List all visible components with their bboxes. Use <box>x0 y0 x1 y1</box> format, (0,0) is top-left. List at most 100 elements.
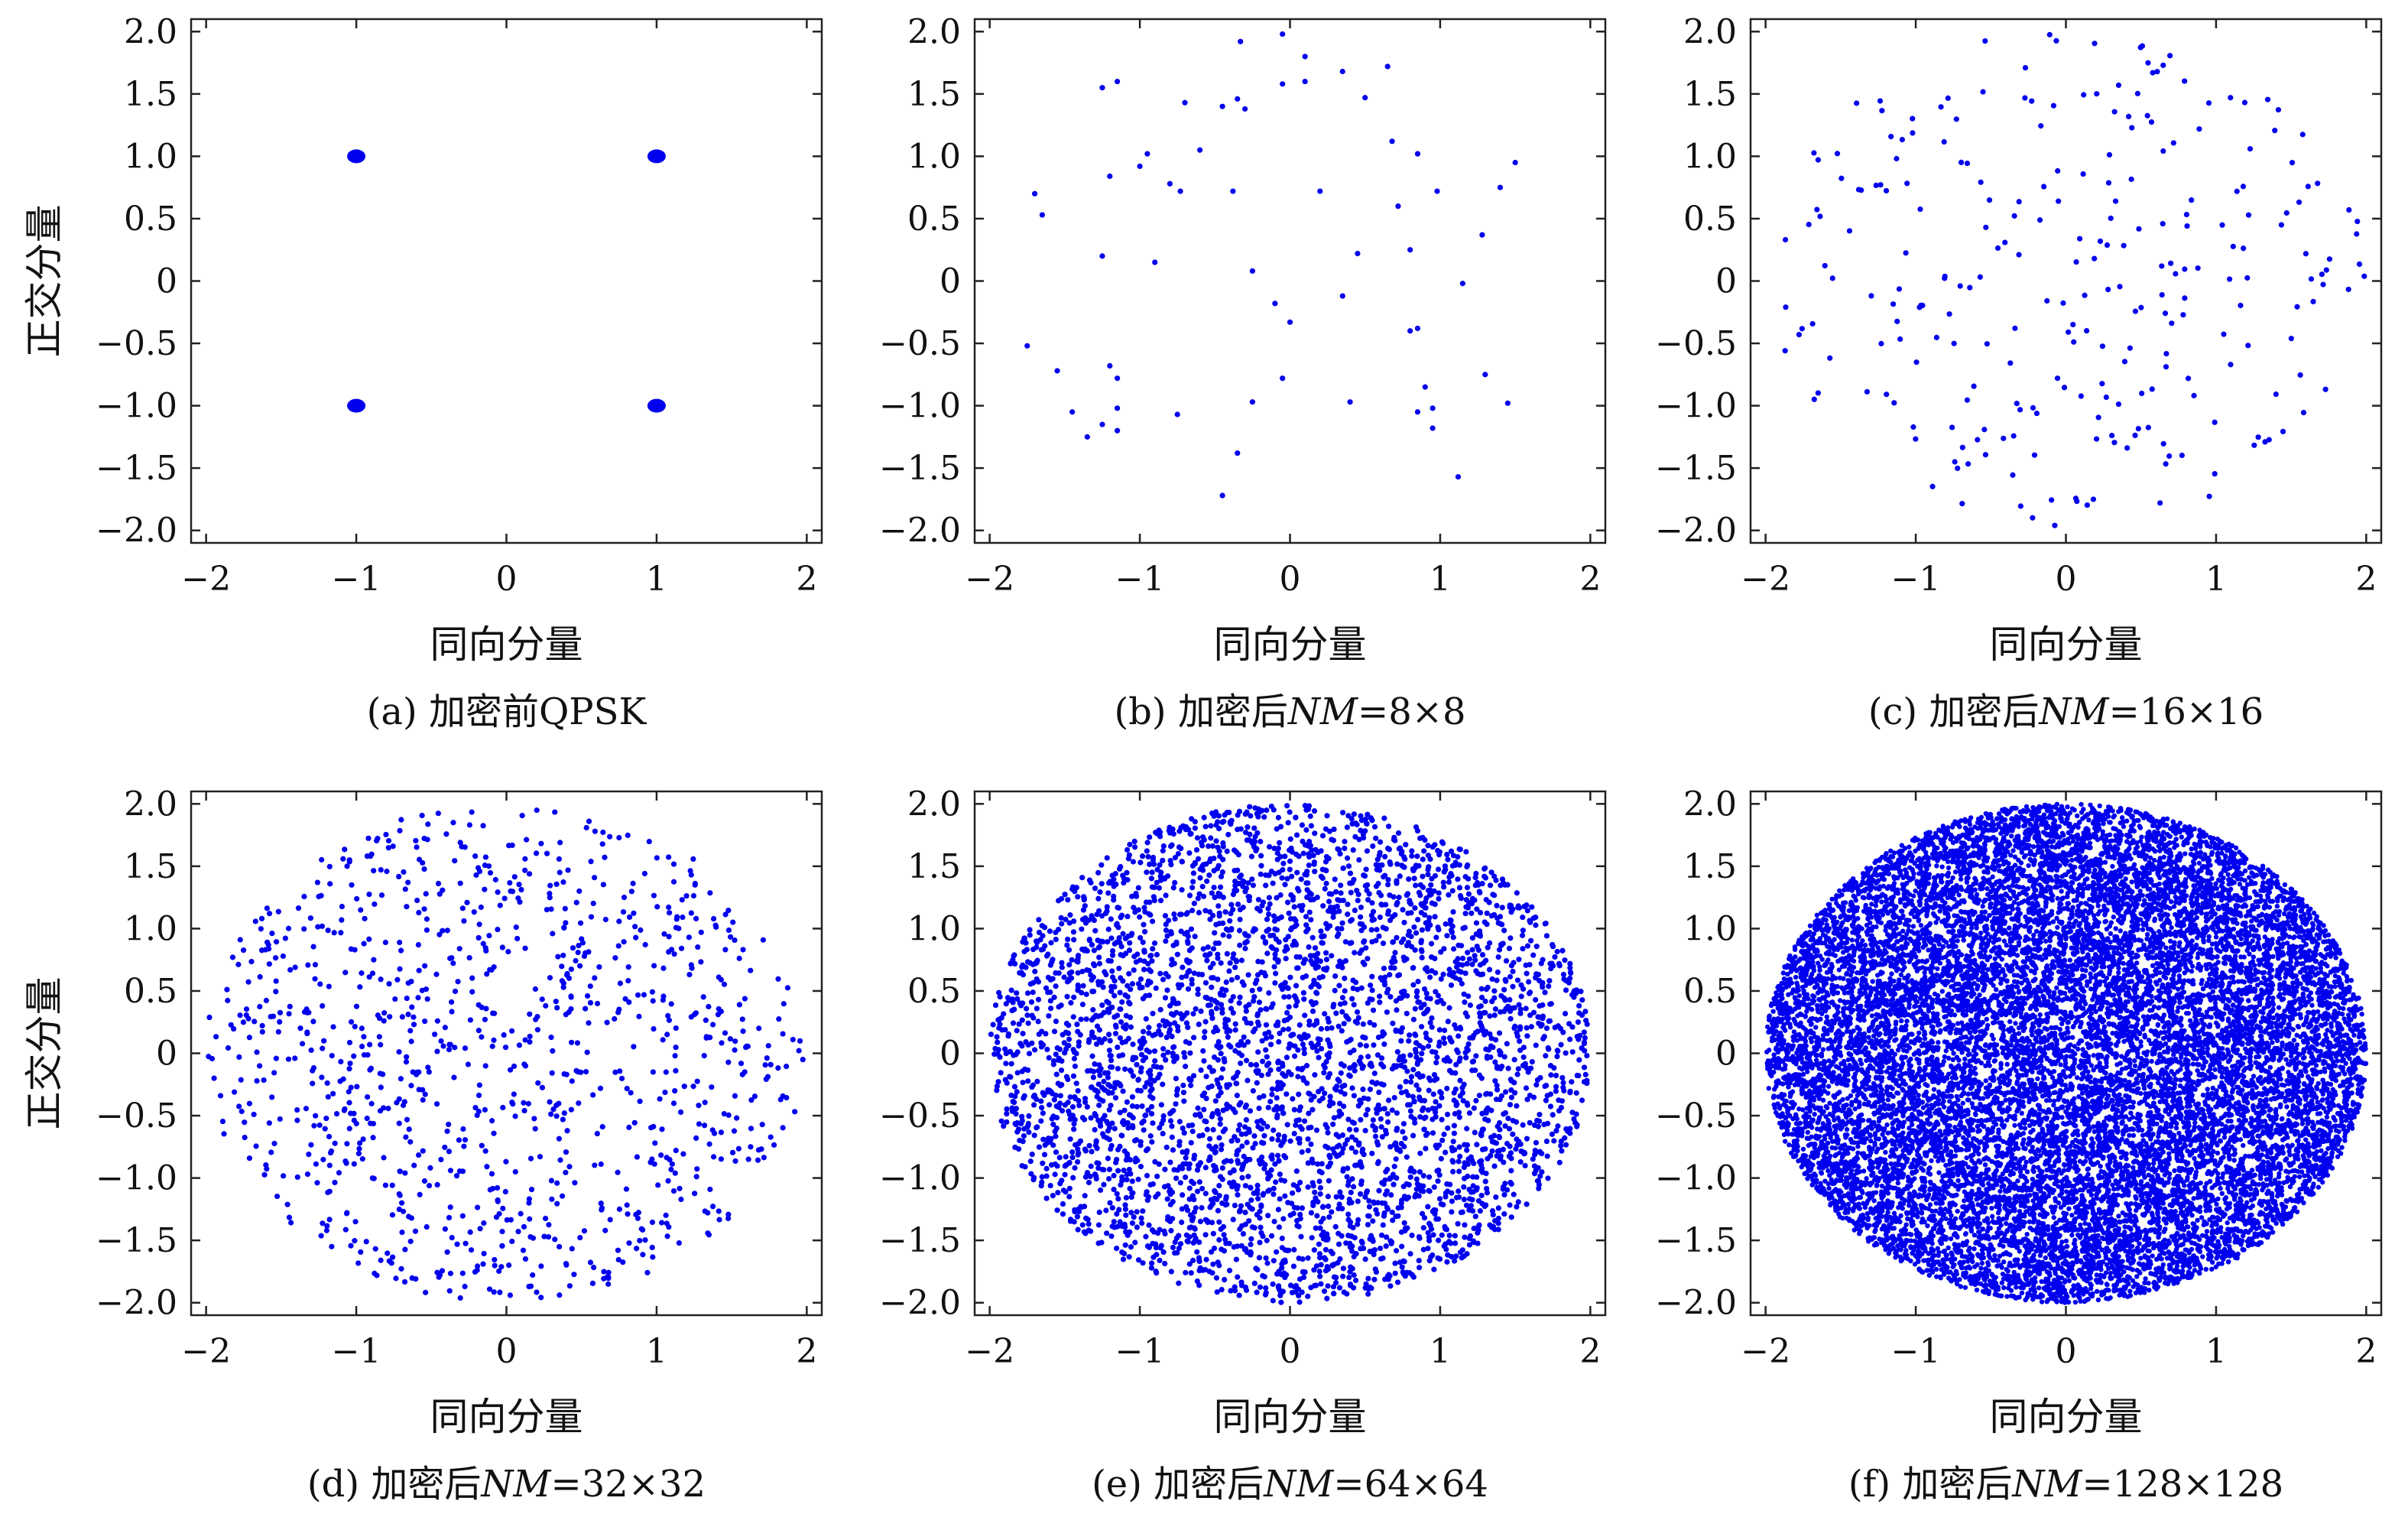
scatter-point <box>1451 1123 1457 1129</box>
scatter-point <box>1069 957 1075 963</box>
scatter-point <box>1508 909 1514 915</box>
scatter-point <box>272 955 279 961</box>
scatter-point <box>1099 253 1105 259</box>
scatter-point <box>1257 986 1263 993</box>
scatter-point <box>2073 258 2079 265</box>
scatter-point <box>1202 1118 1208 1124</box>
scatter-point <box>1419 927 1425 933</box>
scatter-point <box>511 1091 517 1097</box>
scatter-point <box>1303 922 1309 928</box>
scatter-point <box>1129 1093 1136 1100</box>
scatter-point <box>1286 910 1292 916</box>
scatter-point <box>1275 1132 1282 1138</box>
x-tick-label: −2 <box>965 1332 1014 1371</box>
scatter-point <box>1287 866 1293 872</box>
scatter-point <box>1109 1204 1115 1211</box>
scatter-point <box>2255 434 2261 440</box>
scatter-point <box>495 926 501 933</box>
scatter-point <box>240 1019 246 1025</box>
scatter-point <box>760 937 766 943</box>
scatter-point <box>372 1246 378 1252</box>
scatter-point <box>693 1135 699 1142</box>
scatter-point <box>505 948 511 955</box>
scatter-point <box>281 1173 287 1179</box>
scatter-point <box>1044 1046 1050 1053</box>
scatter-point <box>396 1048 402 1055</box>
scatter-point <box>1176 1142 1183 1148</box>
scatter-point <box>775 1065 781 1071</box>
scatter-point <box>547 895 553 901</box>
x-tick-label: −1 <box>1115 560 1165 599</box>
scatter-point <box>481 1220 487 1226</box>
scatter-point <box>2170 140 2176 146</box>
scatter-point <box>475 934 482 941</box>
scatter-point <box>1127 1067 1134 1074</box>
scatter-point <box>1264 1170 1271 1176</box>
scatter-point <box>1403 842 1409 848</box>
scatter-point <box>1008 1092 1014 1099</box>
scatter-point <box>2346 206 2352 213</box>
scatter-point <box>243 1006 250 1012</box>
scatter-point <box>1449 923 1456 930</box>
scatter-point <box>280 953 287 960</box>
scatter-point <box>1470 1032 1477 1039</box>
x-tick-label: 0 <box>1280 560 1301 599</box>
scatter-point <box>1167 180 1173 187</box>
scatter-point <box>1227 960 1233 967</box>
scatter-point <box>2017 503 2023 509</box>
scatter-point <box>1220 856 1226 863</box>
scatter-point <box>1291 1130 1297 1137</box>
scatter-point <box>326 1162 333 1168</box>
scatter-point <box>569 1078 575 1084</box>
scatter-point <box>1094 1145 1100 1152</box>
y-tick-label: 1.5 <box>124 75 177 114</box>
scatter-point <box>340 856 346 862</box>
scatter-point <box>1477 1208 1483 1214</box>
scatter-point <box>1351 1047 1357 1054</box>
scatter-point <box>1232 1027 1238 1033</box>
scatter-point <box>532 1126 538 1132</box>
scatter-point <box>1130 1073 1137 1079</box>
scatter-point <box>1488 1152 1494 1159</box>
scatter-point <box>2160 62 2166 68</box>
scatter-point <box>1394 1110 1400 1116</box>
scatter-point <box>1070 1073 1077 1079</box>
scatter-point <box>1090 1006 1096 1013</box>
scatter-point <box>1543 1082 1550 1089</box>
scatter-point <box>382 1182 388 1188</box>
scatter-point <box>518 1210 524 1217</box>
scatter-point <box>1169 1033 1175 1040</box>
scatter-point <box>1160 1046 1167 1052</box>
scatter-point <box>1478 986 1485 992</box>
scatter-point <box>1232 964 1238 970</box>
scatter-point <box>367 1120 374 1126</box>
scatter-point <box>1167 1201 1173 1207</box>
scatter-point <box>601 1269 607 1275</box>
scatter-point <box>1050 1192 1056 1199</box>
scatter-point <box>1052 1129 1058 1135</box>
scatter-point <box>673 1025 679 1032</box>
scatter-point <box>1115 375 1121 382</box>
scatter-point <box>547 890 553 897</box>
scatter-point <box>1515 1066 1521 1072</box>
scatter-point <box>2315 180 2321 187</box>
scatter-point <box>742 1069 748 1075</box>
scatter-point <box>487 869 494 876</box>
scatter-point <box>584 1049 590 1055</box>
y-tick-label: −1.5 <box>96 1221 177 1260</box>
x-tick-label: −1 <box>1115 1332 1165 1371</box>
scatter-point <box>1147 1181 1154 1188</box>
scatter-point <box>1128 1171 1134 1177</box>
scatter-point <box>647 398 666 413</box>
scatter-point <box>1149 958 1155 964</box>
scatter-point <box>390 843 396 850</box>
scatter-point <box>303 1106 310 1112</box>
scatter-point <box>1493 1194 1499 1200</box>
scatter-point <box>1190 879 1196 885</box>
scatter-point <box>1157 1006 1163 1013</box>
scatter-point <box>325 1093 331 1100</box>
scatter-point <box>1251 1190 1257 1197</box>
scatter-point <box>1510 968 1516 975</box>
scatter-point <box>407 1028 414 1034</box>
scatter-point <box>1350 847 1356 853</box>
